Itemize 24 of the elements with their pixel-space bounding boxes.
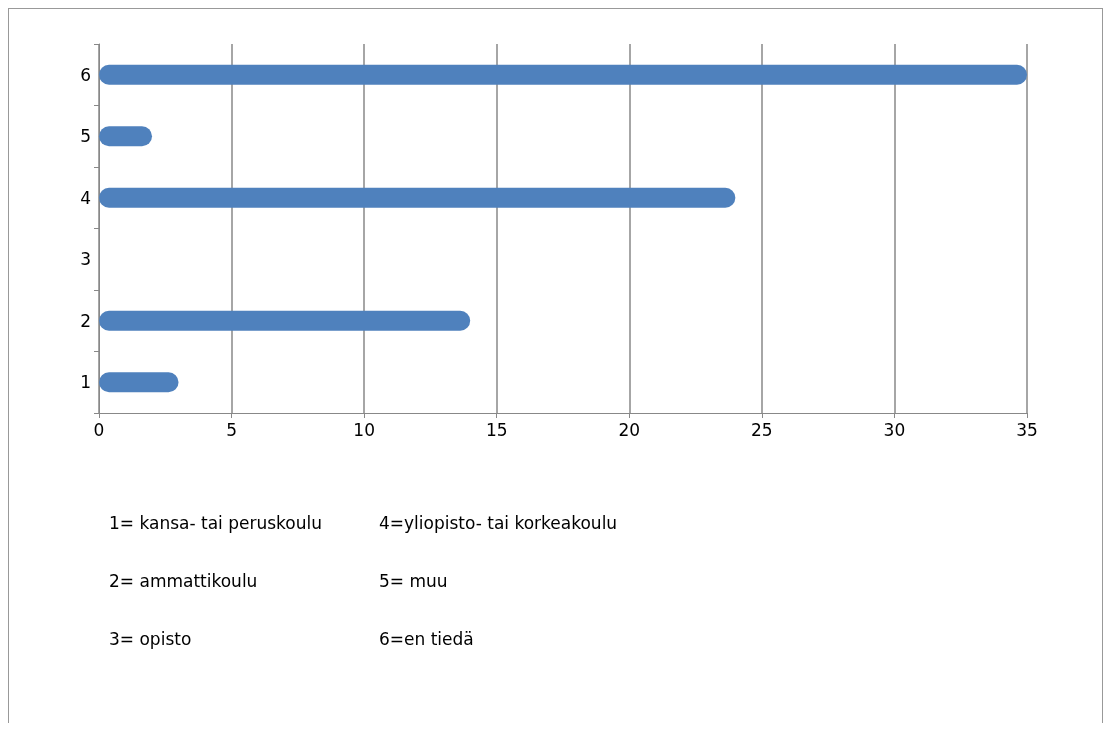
bar (99, 372, 179, 393)
x-tick-label: 10 (353, 419, 375, 440)
bar (99, 187, 736, 208)
y-tick-label: 1 (80, 372, 91, 393)
y-tick-label: 5 (80, 126, 91, 147)
text: 4=yliopisto- tai korkeakoulu (379, 512, 618, 533)
bar (99, 64, 1027, 85)
x-tick-label: 35 (1016, 419, 1038, 440)
x-tick-label: 20 (618, 419, 641, 440)
bar (99, 310, 471, 331)
y-tick-label: 6 (80, 64, 91, 85)
x-tick-label: 15 (485, 419, 508, 440)
text: 2= ammattikoulu (109, 570, 258, 591)
y-tick-label: 4 (80, 187, 91, 208)
text: 1= kansa- tai peruskoulu (109, 512, 323, 533)
text: 6=en tiedä (379, 628, 474, 649)
x-tick-label: 30 (883, 419, 906, 440)
y-tick-label: 2 (80, 310, 91, 331)
x-tick-label: 25 (751, 419, 773, 440)
text: 3= opisto (109, 628, 192, 649)
x-tick-label: 5 (226, 419, 237, 440)
text: 5= muu (379, 570, 448, 591)
x-tick-label: 0 (93, 419, 105, 440)
y-tick-label: 3 (80, 249, 91, 270)
